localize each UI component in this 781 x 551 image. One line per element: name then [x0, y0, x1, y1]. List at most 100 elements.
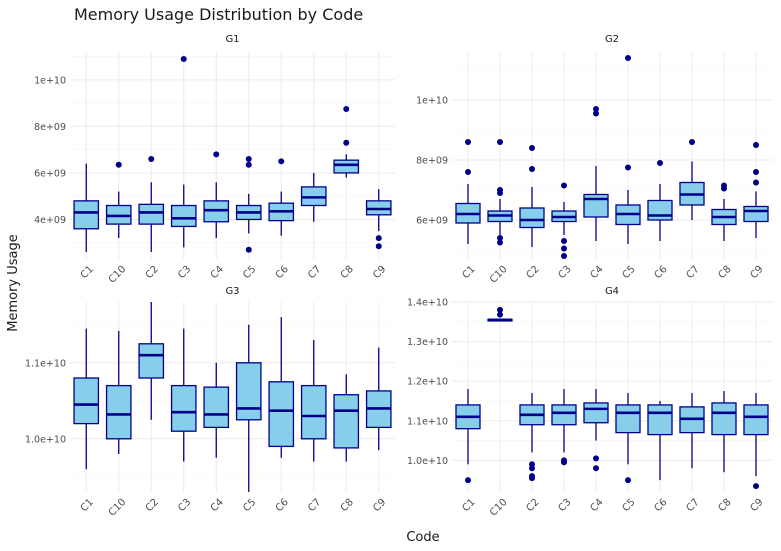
x-tick-label: C10 [488, 264, 510, 286]
box-iqr [138, 203, 165, 225]
x-tick-label: C2 [144, 497, 161, 514]
x-tick-label: C4 [588, 264, 605, 281]
y-tick-label: 1.0e+10 [407, 456, 448, 467]
box-iqr [583, 402, 609, 424]
box-c9 [743, 142, 769, 238]
box-c5 [615, 393, 641, 484]
x-tick-label: C4 [588, 497, 605, 514]
y-tick-label: 4e+09 [34, 215, 66, 226]
x-tick-label: C4 [209, 497, 226, 514]
y-tick-label: 1.1e+10 [407, 416, 448, 427]
outlier-point [689, 139, 695, 145]
box-iqr [105, 384, 132, 440]
y-tick-label: 1.3e+10 [407, 337, 448, 348]
x-tick-label: C2 [524, 264, 541, 281]
box-iqr [551, 404, 577, 426]
outlier-point [343, 105, 350, 112]
box-c8 [711, 391, 737, 473]
outlier-point [497, 239, 503, 246]
x-tick-label: C6 [274, 497, 291, 514]
outlier-point [593, 106, 599, 112]
x-tick-label: C1 [460, 264, 477, 281]
outlier-point [561, 182, 567, 189]
outlier-point [465, 139, 471, 145]
box-iqr [170, 204, 197, 228]
outlier-point [465, 477, 471, 484]
facet-label: G2 [605, 34, 619, 45]
y-tick-label: 1.0e+10 [25, 434, 66, 445]
box-iqr [138, 343, 165, 379]
y-tick-label: 6e+09 [34, 168, 66, 179]
box-c2 [138, 155, 165, 253]
y-tick-label: 6e+09 [416, 216, 448, 227]
box-c6 [268, 317, 295, 458]
facet-panel-g1: 4e+09 6e+09 8e+09 1e+10 G1 C1 C10 C2 C3 C4 C5 C6 C7 C… [34, 34, 395, 286]
outlier-point [529, 475, 535, 482]
x-tick-label: C7 [306, 497, 323, 514]
x-tick-label: C10 [107, 264, 129, 286]
outlier-point [465, 169, 471, 175]
box-c10 [105, 330, 132, 454]
x-tick-label: C8 [716, 264, 733, 281]
box-c4 [583, 389, 609, 472]
box-iqr [743, 404, 769, 436]
box-c9 [365, 189, 392, 250]
outlier-point [497, 311, 503, 318]
box-c3 [551, 389, 577, 466]
outlier-point [245, 155, 252, 162]
box-c3 [551, 182, 577, 259]
box-c7 [300, 340, 327, 462]
x-tick-label: C3 [176, 497, 193, 514]
box-c5 [235, 155, 262, 253]
outlier-point [753, 483, 759, 490]
outlier-point [625, 55, 631, 61]
x-tick-label: C9 [371, 497, 388, 514]
x-tick-label: C9 [748, 497, 765, 514]
box-iqr [711, 402, 737, 436]
outlier-point [593, 455, 599, 462]
box-c10 [105, 161, 132, 239]
x-tick-label: C2 [524, 497, 541, 514]
box-iqr [519, 207, 545, 229]
x-tick-label: C6 [274, 264, 291, 281]
x-tick-label: C9 [748, 264, 765, 281]
x-tick-label: C8 [339, 497, 356, 514]
outlier-point [115, 161, 122, 168]
x-tick-label: C6 [652, 497, 669, 514]
box-c7 [300, 172, 327, 222]
box-c6 [647, 400, 673, 481]
outlier-point [497, 139, 503, 145]
x-tick-label: C1 [79, 497, 96, 514]
y-tick-label: 8e+09 [34, 122, 66, 133]
outlier-point [561, 459, 567, 466]
box-c3 [170, 55, 197, 248]
box-c7 [679, 139, 705, 220]
box-iqr [268, 381, 295, 448]
y-tick-label: 1e+10 [416, 96, 448, 107]
box-c8 [333, 105, 360, 178]
x-tick-label: C6 [652, 264, 669, 281]
x-tick-label: C3 [556, 497, 573, 514]
x-tick-label: C10 [488, 497, 510, 519]
outlier-point [657, 160, 663, 166]
box-iqr [647, 199, 673, 221]
x-tick-label: C3 [176, 264, 193, 281]
box-c6 [647, 160, 673, 241]
outlier-point [375, 235, 382, 242]
outlier-point [213, 151, 220, 158]
outlier-point [375, 243, 382, 250]
x-tick-label: C7 [684, 497, 701, 514]
x-tick-label: C5 [620, 497, 637, 514]
outlier-point [753, 169, 759, 175]
box-c7 [679, 393, 705, 469]
outlier-point [180, 55, 187, 62]
x-tick-label: C5 [241, 264, 258, 281]
x-tick-label: C4 [209, 264, 226, 281]
box-c4 [583, 106, 609, 241]
facet-label: G1 [225, 34, 239, 45]
outlier-point [593, 110, 599, 117]
outlier-point [529, 145, 535, 151]
box-c8 [333, 374, 360, 462]
box-iqr [73, 200, 100, 230]
